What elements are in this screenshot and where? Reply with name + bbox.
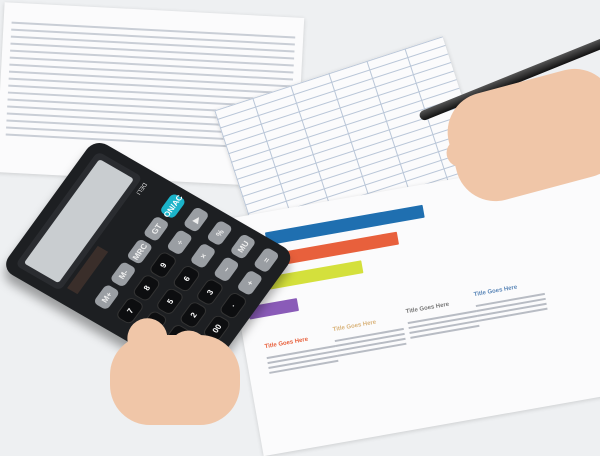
calculator-key[interactable]: = [252,246,281,274]
calculator-key[interactable]: × [189,242,217,270]
calculator-key[interactable]: · [219,292,247,319]
report-bar-blue [264,204,425,246]
calculator-key[interactable]: M+ [92,283,121,311]
calculator-key[interactable]: GT [142,215,170,243]
calculator-key[interactable]: + [236,269,264,297]
calculator-key[interactable]: ▶ [182,206,210,233]
calculator-key[interactable]: 5 [156,287,184,315]
calculator-key[interactable]: ÷ [165,228,194,256]
calculator-key[interactable]: MRC [125,238,154,265]
calculator-key[interactable]: 6 [172,265,201,292]
calculator-key[interactable]: 2 [179,301,208,329]
calculator-key[interactable]: ON/AC [159,192,187,220]
calculator-key[interactable]: MU [229,233,257,260]
calculator-key[interactable]: 9 [149,251,177,279]
calculator-key[interactable]: 3 [196,278,224,306]
calculator-key[interactable]: 8 [132,274,161,302]
calculator-key[interactable]: % [205,219,234,247]
calculator-key[interactable]: − [212,255,241,283]
calculator-key[interactable]: M- [109,260,137,288]
